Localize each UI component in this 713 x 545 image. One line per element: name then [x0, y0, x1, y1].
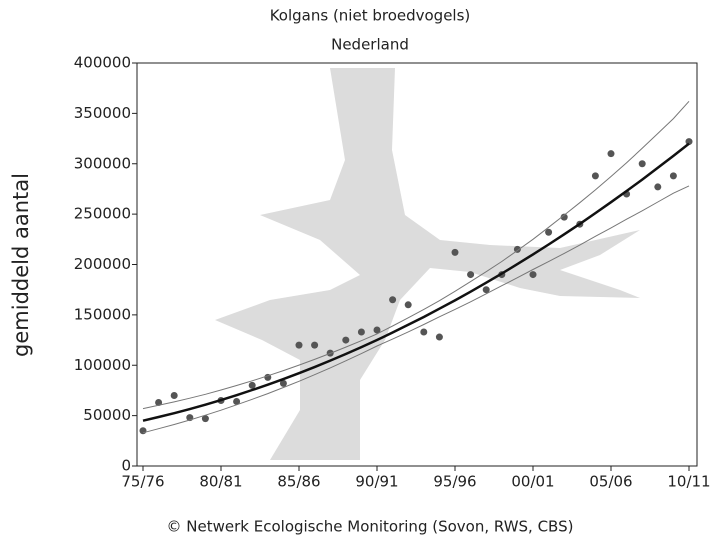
data-point: [389, 296, 396, 303]
data-point: [592, 172, 599, 179]
x-tick-label: 10/11: [667, 473, 710, 491]
data-point: [654, 183, 661, 190]
x-tick-label: 00/01: [511, 473, 554, 491]
data-point: [670, 172, 677, 179]
x-tick-label: 05/06: [589, 473, 632, 491]
data-point: [358, 329, 365, 336]
data-point: [608, 150, 615, 157]
y-tick-label: 50000: [83, 406, 131, 424]
chart-title: Kolgans (niet broedvogels): [270, 7, 471, 25]
x-tick-label: 80/81: [199, 473, 242, 491]
footer: © Netwerk Ecologische Monitoring (Sovon,…: [167, 518, 574, 536]
y-tick-label: 250000: [74, 205, 131, 223]
y-tick-label: 300000: [74, 154, 131, 172]
y-tick-label: 200000: [74, 255, 131, 273]
y-tick-label: 100000: [74, 356, 131, 374]
goose-silhouette: [215, 68, 640, 460]
data-point: [530, 271, 537, 278]
data-point: [296, 342, 303, 349]
data-point: [171, 392, 178, 399]
data-point: [436, 334, 443, 341]
x-tick-label: 85/86: [277, 473, 320, 491]
data-point: [311, 342, 318, 349]
y-axis-label: gemiddeld aantal: [9, 173, 33, 357]
chart: Kolgans (niet broedvogels) Nederland gem…: [0, 0, 713, 545]
data-point: [467, 271, 474, 278]
y-tick-label: 350000: [74, 104, 131, 122]
data-point: [342, 337, 349, 344]
y-tick-label: 150000: [74, 305, 131, 323]
data-point: [140, 427, 147, 434]
data-point: [420, 329, 427, 336]
x-tick-label: 75/76: [121, 473, 164, 491]
chart-subtitle: Nederland: [331, 36, 409, 54]
x-tick-label: 95/96: [433, 473, 476, 491]
page: {"chart_data": {"type": "line", "title":…: [0, 0, 713, 545]
data-point: [639, 160, 646, 167]
x-tick-label: 90/91: [355, 473, 398, 491]
data-point: [405, 301, 412, 308]
data-point: [452, 249, 459, 256]
y-tick-label: 400000: [74, 54, 131, 72]
